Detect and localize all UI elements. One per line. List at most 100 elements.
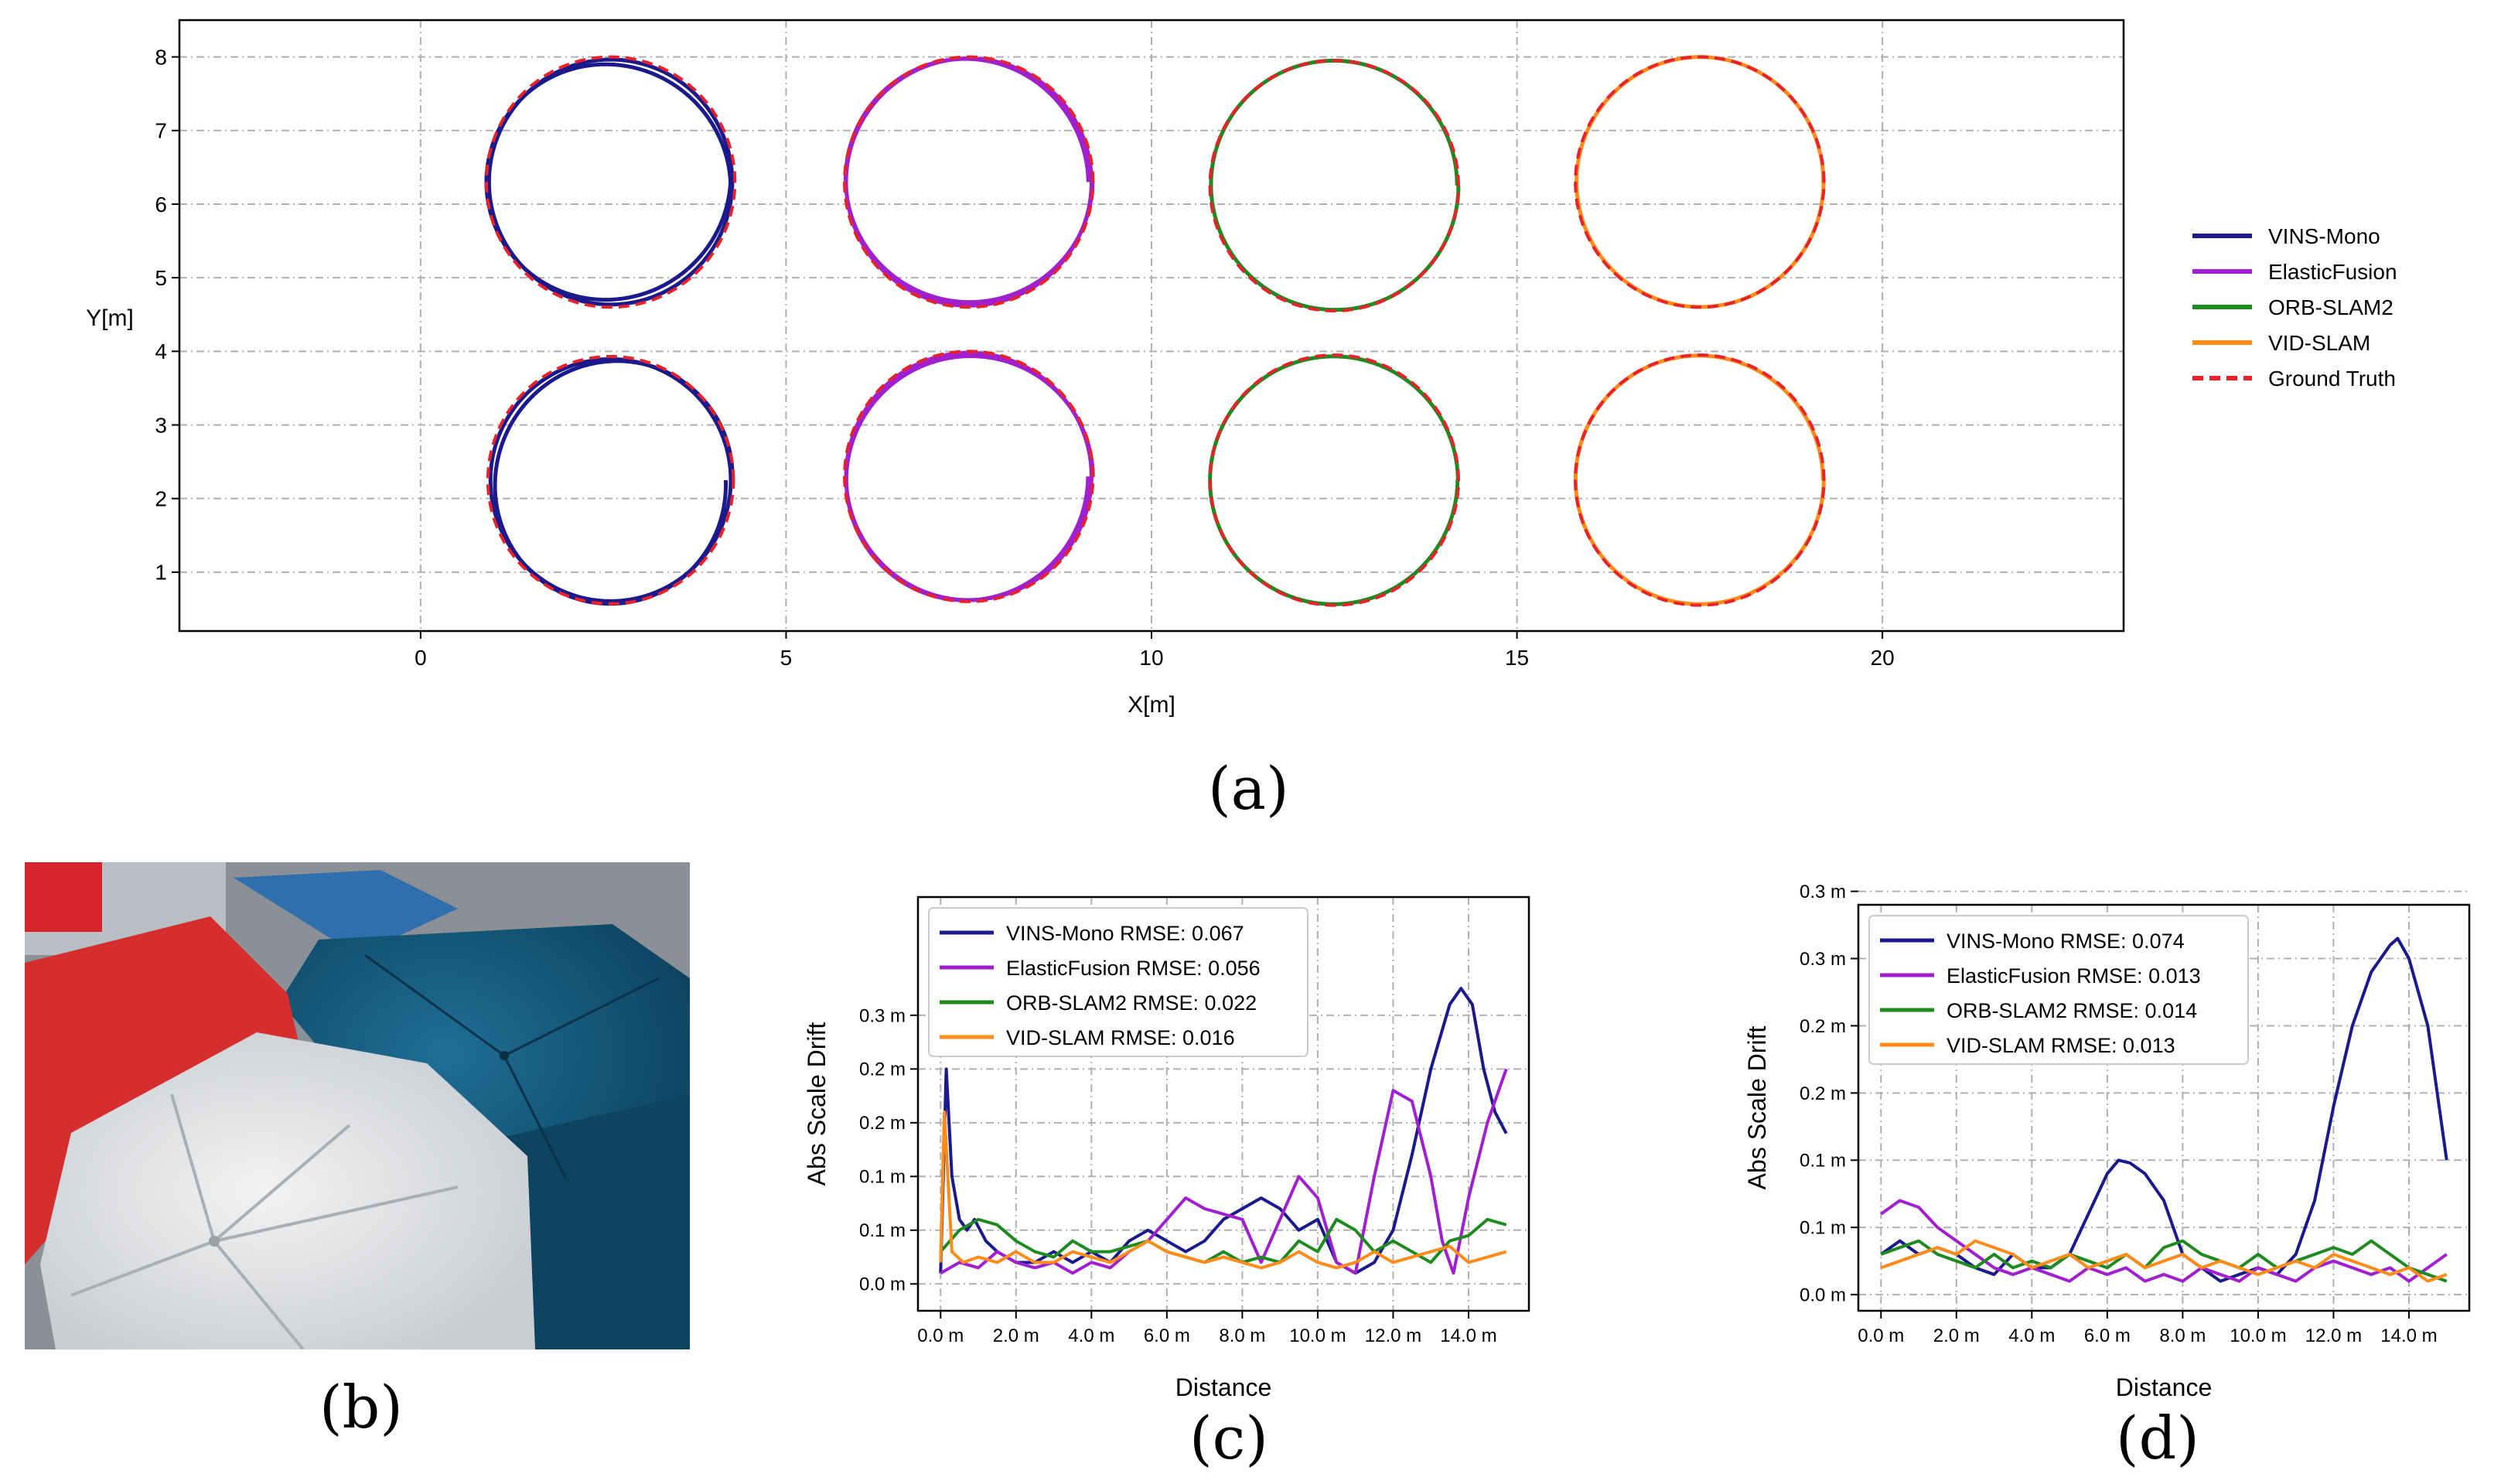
legend: VINS-Mono ElasticFusion ORB-SLAM2 VID-SLAM G…: [2192, 224, 2397, 391]
x-tick-label: 0: [415, 646, 427, 670]
trajectory-estimate-loop: [844, 350, 1094, 602]
x-tick-label: 8.0 m: [1219, 1325, 1265, 1346]
x-tick-label: 0.0 m: [917, 1325, 964, 1346]
ground-truth-path: [484, 55, 737, 309]
series-line: [1880, 936, 2448, 1283]
x-tick-label: 14.0 m: [2380, 1325, 2437, 1346]
ground-truth-path: [843, 55, 1095, 309]
legend-label: VINS-Mono RMSE: 0.074: [1947, 930, 2185, 953]
legend: VINS-Mono RMSE: 0.074 ElasticFusion RMSE:…: [1868, 915, 2249, 1065]
y-tick-label: 5: [155, 266, 167, 290]
x-tick-label: 6.0 m: [1144, 1325, 1190, 1346]
series-line: [940, 1068, 1508, 1275]
legend-label: ORB-SLAM2 RMSE: 0.022: [1006, 991, 1257, 1015]
y-tick-label: 0.1 m: [1800, 1218, 1846, 1239]
series-line: [1880, 1239, 2448, 1283]
legend-label: VID-SLAM RMSE: 0.016: [1006, 1026, 1235, 1049]
legend-label: Ground Truth: [2268, 367, 2396, 391]
trajectory-estimate: [1209, 58, 1461, 312]
x-tick-label: 10.0 m: [1289, 1325, 1346, 1346]
trajectory-estimate-loop: [486, 57, 735, 307]
legend-label: VINS-Mono RMSE: 0.067: [1006, 922, 1244, 945]
caption-d: (d): [2116, 1404, 2199, 1472]
x-tick-label: 6.0 m: [2084, 1325, 2131, 1346]
trajectory-estimate-loop: [488, 357, 733, 603]
y-tick-label: 0.3 m: [859, 1005, 906, 1026]
y-tick-label: 6: [155, 193, 167, 217]
y-axis-label: Y[m]: [86, 305, 134, 331]
ground-truth-path: [1574, 353, 1826, 607]
x-tick-label: 15: [1505, 646, 1529, 670]
series-line: [939, 1110, 1507, 1270]
x-tick-label: 0.0 m: [1858, 1325, 1904, 1346]
y-tick-label: 0.0 m: [1800, 1285, 1846, 1306]
series-line: [939, 987, 1508, 1275]
chart-d: 0.0 m 2.0 m 4.0 m 6.0 m 8.0 m 10.0 m 12.0 m 14.…: [1743, 882, 2471, 1401]
series-group: [1880, 936, 2448, 1283]
legend-label: VID-SLAM: [2268, 331, 2370, 355]
y-tick-label: 0.3 m: [1800, 882, 1846, 902]
y-axis-label: Abs Scale Drift: [1743, 1026, 1771, 1190]
y-tick-label: 1: [155, 561, 167, 585]
series-line: [939, 1217, 1507, 1264]
legend-label: ElasticFusion: [2268, 260, 2397, 284]
y-tick-label: 2: [155, 486, 167, 510]
y-tick-label: 0.3 m: [1800, 949, 1846, 970]
x-tick-label: 20: [1871, 646, 1895, 670]
x-axis-label: Distance: [1175, 1373, 1272, 1401]
series-line: [1880, 1239, 2448, 1283]
legend-label: ElasticFusion RMSE: 0.013: [1947, 964, 2201, 988]
trajectory-estimate: [1208, 354, 1460, 606]
x-tick-label: 4.0 m: [2008, 1325, 2055, 1346]
caption-a: (a): [1208, 754, 1289, 823]
y-tick-label: 0.2 m: [1800, 1083, 1846, 1104]
ground-truth-path: [1574, 55, 1826, 309]
x-tick-label: 2.0 m: [993, 1325, 1039, 1346]
legend-box: [1868, 915, 2249, 1065]
y-tick-label: 0.2 m: [859, 1113, 906, 1134]
y-tick-label: 0.0 m: [859, 1274, 906, 1295]
series-line: [1880, 1199, 2448, 1283]
x-tick-label: 4.0 m: [1068, 1325, 1114, 1346]
chart-a: 0 5 10 15 20 1 2 3 4 5 6 7 8 X[m] Y[m] VINS-Mono Elastic…: [86, 19, 2397, 718]
x-axis-label: X[m]: [1128, 692, 1175, 718]
x-tick-label: 12.0 m: [2305, 1325, 2362, 1346]
plot-frame: [1857, 903, 2471, 1312]
y-tick-label: 0.2 m: [859, 1059, 906, 1080]
ground-truth-path: [1208, 59, 1460, 312]
x-tick-label: 10.0 m: [2230, 1325, 2286, 1346]
x-tick-label: 14.0 m: [1440, 1325, 1496, 1346]
legend-box: [928, 907, 1309, 1057]
legend-label: ORB-SLAM2: [2268, 295, 2394, 319]
trajectory-estimate: [1573, 353, 1826, 606]
chart-c: 0.0 m 2.0 m 4.0 m 6.0 m 8.0 m 10.0 m 12.0 m 14.…: [803, 896, 1530, 1401]
legend: VINS-Mono RMSE: 0.067 ElasticFusion RMSE:…: [928, 907, 1309, 1057]
y-tick-label: 8: [155, 45, 167, 69]
x-axis-label: Distance: [2116, 1373, 2213, 1401]
umbrella-photo: [25, 862, 690, 1349]
x-tick-label: 10: [1139, 646, 1163, 670]
y-tick-label: 4: [155, 339, 167, 363]
legend-label: VID-SLAM RMSE: 0.013: [1947, 1034, 2175, 1057]
y-axis-label: Abs Scale Drift: [803, 1022, 831, 1186]
caption-c: (c): [1189, 1404, 1268, 1472]
y-tick-label: 3: [155, 413, 167, 437]
x-tick-label: 8.0 m: [2159, 1325, 2206, 1346]
ground-truth-path: [843, 350, 1095, 603]
y-tick-label: 0.1 m: [859, 1220, 906, 1241]
caption-b: (b): [319, 1373, 403, 1441]
ground-truth-path: [1208, 353, 1460, 607]
plot-frame: [916, 896, 1530, 1312]
trajectory-estimate-loop: [844, 56, 1094, 308]
y-tick-label: 0.2 m: [1800, 1016, 1846, 1037]
legend-label: VINS-Mono: [2268, 224, 2380, 248]
y-tick-label: 0.1 m: [1800, 1151, 1846, 1172]
legend-label: ORB-SLAM2 RMSE: 0.014: [1947, 999, 2197, 1022]
trajectory-group: [484, 55, 1826, 607]
x-tick-label: 5: [780, 646, 793, 670]
y-tick-label: 7: [155, 119, 167, 143]
x-tick-label: 2.0 m: [1933, 1325, 1980, 1346]
series-group: [939, 987, 1508, 1275]
y-tick-label: 0.1 m: [859, 1167, 906, 1188]
